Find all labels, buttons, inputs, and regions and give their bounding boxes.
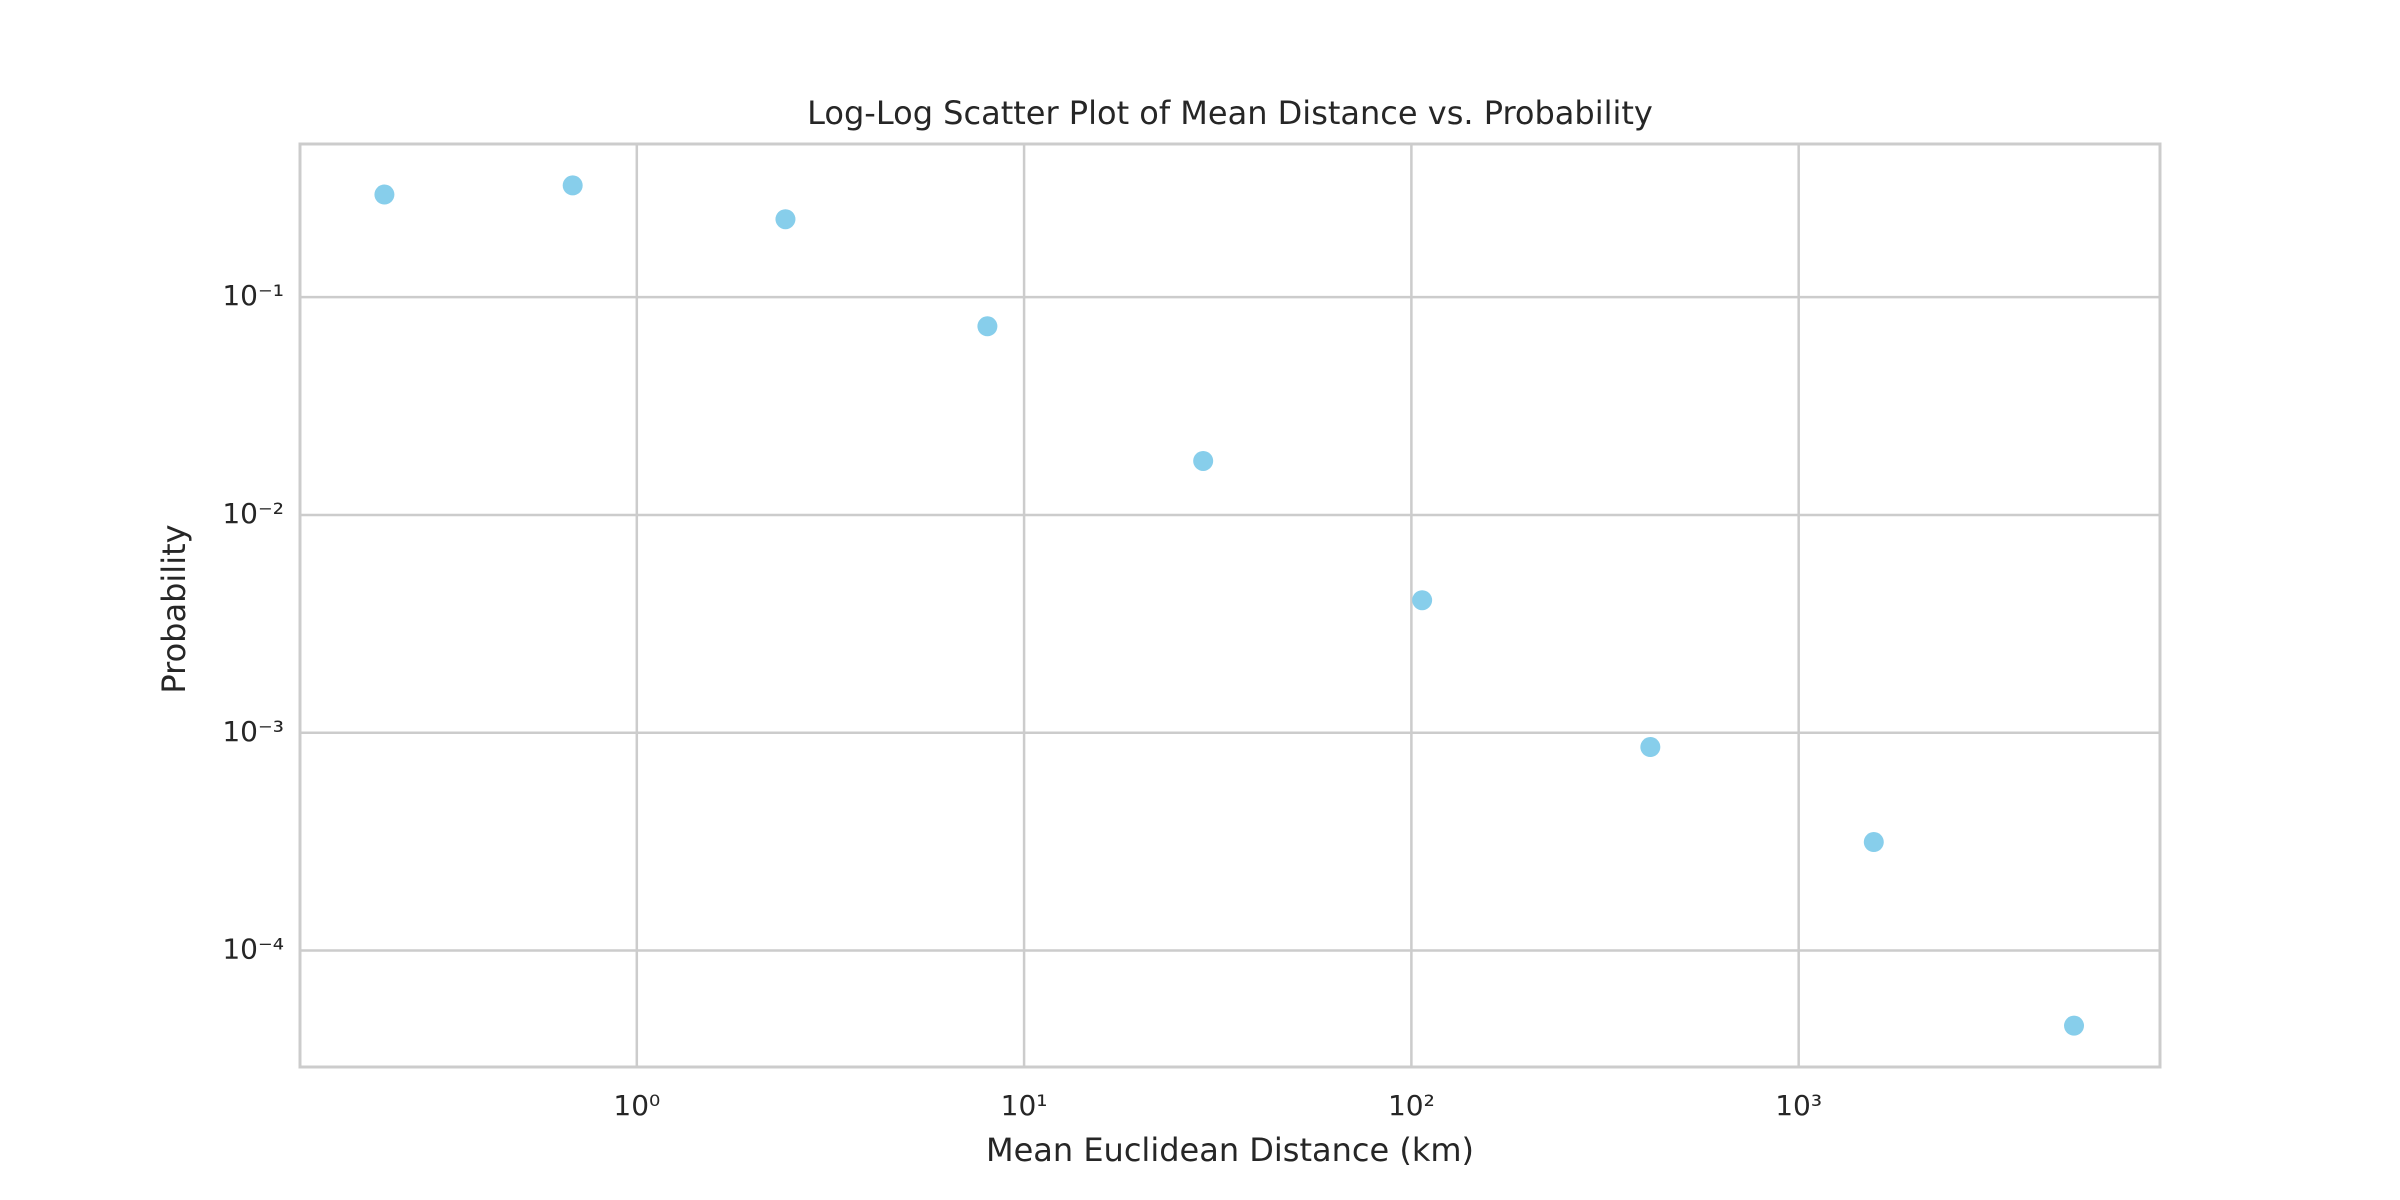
point	[1193, 450, 1214, 471]
y-tick-label: 10⁻⁴	[222, 933, 284, 966]
point	[374, 184, 395, 205]
point	[977, 316, 998, 337]
point	[2064, 1015, 2085, 1036]
y-axis-label: Probability	[155, 524, 193, 693]
y-tick-label: 10⁻³	[222, 715, 284, 748]
plot-frame	[298, 142, 2162, 1069]
x-tick-label: 10³	[1775, 1089, 1822, 1122]
x-tick-label: 10²	[1388, 1089, 1435, 1122]
x-tick-label: 10⁰	[613, 1089, 660, 1122]
y-tick-label: 10⁻²	[222, 497, 284, 530]
point	[1640, 737, 1661, 758]
point	[775, 209, 796, 230]
x-axis-label: Mean Euclidean Distance (km)	[986, 1131, 1474, 1169]
y-tick-label: 10⁻¹	[222, 279, 284, 312]
chart-title: Log-Log Scatter Plot of Mean Distance vs…	[807, 94, 1653, 132]
point	[1863, 832, 1884, 853]
point	[562, 175, 583, 196]
x-tick-label: 10¹	[1001, 1089, 1048, 1122]
point	[1412, 590, 1433, 611]
